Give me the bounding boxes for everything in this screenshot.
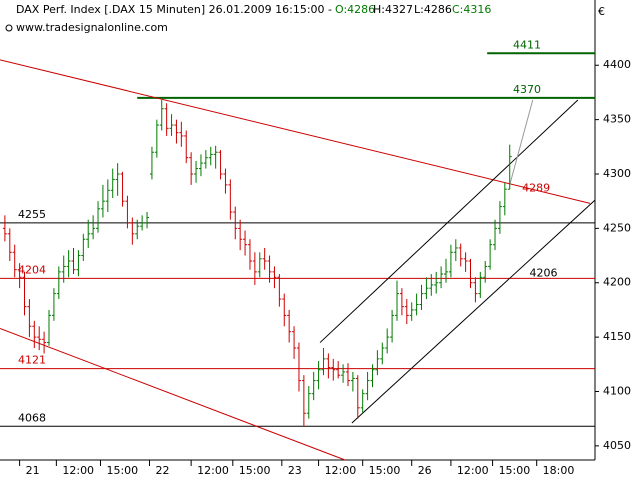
ohlc-close: C:4316 <box>452 3 491 16</box>
ohlc-low: L:4286 <box>414 3 452 16</box>
line-label: 4068 <box>18 411 46 424</box>
x-tick-label: 15:00 <box>106 464 138 477</box>
x-tick-label: 15:00 <box>499 464 531 477</box>
y-tick-label: 4200 <box>603 276 631 289</box>
x-tick-label: 12:00 <box>197 464 229 477</box>
y-tick-label: 4300 <box>603 167 631 180</box>
x-tick-label: 23 <box>288 464 302 477</box>
x-tick-label: 12:00 <box>457 464 489 477</box>
trendline-label: 4289 <box>522 181 550 194</box>
x-tick-label: 18:00 <box>543 464 575 477</box>
x-tick-label: 12:00 <box>325 464 357 477</box>
trendline <box>0 59 591 204</box>
line-label: 4255 <box>18 208 46 221</box>
ohlc-open: O:4286 <box>335 3 375 16</box>
line-label: 4370 <box>513 83 541 96</box>
line-label: 4411 <box>513 38 541 51</box>
line-label: 4204 <box>18 263 46 276</box>
trendline <box>0 327 346 461</box>
y-tick-label: 4400 <box>603 58 631 71</box>
trendline <box>319 99 579 343</box>
x-tick-label: 26 <box>418 464 432 477</box>
x-tick-label: 22 <box>155 464 169 477</box>
currency: € <box>598 5 605 18</box>
trendline-label: 4206 <box>530 266 558 279</box>
chart-title: DAX Perf. Index [.DAX 15 Minuten] 26.01.… <box>16 3 332 16</box>
source-icon <box>5 24 13 32</box>
y-tick-label: 4050 <box>603 439 631 452</box>
x-tick-label: 15:00 <box>369 464 401 477</box>
x-tick-label: 21 <box>26 464 40 477</box>
y-tick-label: 4350 <box>603 113 631 126</box>
trendline <box>509 99 534 186</box>
ohlc-high: H:4327 <box>373 3 413 16</box>
y-tick-label: 4250 <box>603 221 631 234</box>
x-tick-label: 12:00 <box>62 464 94 477</box>
y-tick-label: 4150 <box>603 330 631 343</box>
line-label: 4121 <box>18 354 46 367</box>
trendline <box>351 199 596 424</box>
source: www.tradesignalonline.com <box>16 21 168 34</box>
y-tick-label: 4100 <box>603 384 631 397</box>
x-tick-label: 15:00 <box>239 464 271 477</box>
